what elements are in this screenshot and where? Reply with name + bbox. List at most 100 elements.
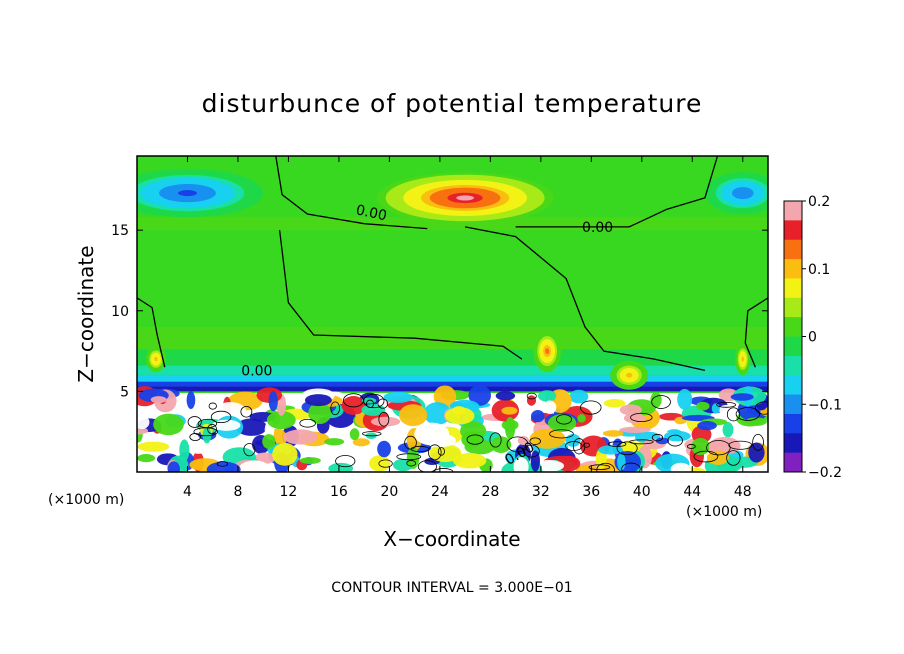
turbulent-contour	[466, 434, 484, 445]
x-tick-label: 24	[431, 484, 449, 500]
turbulent-cell	[491, 436, 512, 454]
turbulent-contour	[378, 411, 390, 427]
turbulent-cell	[349, 428, 360, 441]
turbulent-cell	[425, 433, 456, 448]
turbulent-cell	[517, 435, 529, 446]
colorbar-tick-label: −0.2	[808, 465, 842, 481]
turbulent-cell	[137, 427, 149, 435]
turbulent-contour	[596, 462, 615, 472]
colorbar-segment	[784, 452, 802, 473]
y-axis-label: Z−coordinate	[74, 245, 98, 382]
stratification-band	[137, 381, 768, 387]
turbulent-cell	[569, 389, 589, 404]
anomaly-contour	[154, 356, 158, 362]
turbulent-contour	[565, 441, 583, 451]
stratification-band	[137, 349, 768, 366]
anomaly-contour	[545, 348, 550, 355]
turbulent-cell	[406, 447, 420, 469]
turbulent-contour	[580, 400, 602, 415]
turbulent-cell	[617, 453, 626, 471]
turbulent-cell	[324, 438, 345, 446]
turbulent-cell	[718, 404, 736, 415]
turbulent-cell	[137, 441, 170, 452]
turbulent-contour	[726, 407, 741, 422]
turbulent-contour	[752, 433, 764, 451]
turbulent-contour	[526, 392, 537, 400]
turbulent-cell	[711, 403, 720, 414]
contour-label: 0.00	[354, 202, 388, 224]
turbulent-contour	[330, 401, 341, 416]
colorbar-segment	[784, 220, 802, 241]
turbulent-contour	[621, 462, 641, 472]
turbulent-contour	[210, 410, 232, 424]
turbulent-contour	[522, 444, 540, 458]
zero-contour-line	[515, 156, 719, 228]
anomaly-contour	[741, 356, 745, 362]
turbulent-contour	[726, 450, 741, 466]
turbulent-contour	[651, 433, 664, 442]
turbulent-cell	[619, 404, 642, 416]
turbulent-contour	[437, 447, 445, 456]
colorbar-segment	[784, 336, 802, 357]
turbulent-cell	[150, 396, 167, 404]
turbulent-contour	[240, 405, 253, 418]
turbulent-contour	[754, 401, 768, 415]
x-tick-label: 28	[481, 484, 499, 500]
turbulent-cell	[299, 457, 321, 464]
turbulent-cell	[453, 453, 487, 469]
chart-title: disturbunce of potential temperature	[202, 89, 703, 118]
x-unit-right: (×1000 m)	[686, 504, 762, 520]
turbulent-contour	[377, 398, 389, 409]
turbulent-contour	[629, 439, 654, 445]
turbulent-cell	[383, 391, 413, 403]
turbulent-cell	[206, 461, 241, 472]
colorbar-tick-label: −0.1	[808, 397, 842, 413]
turbulent-cell	[513, 457, 529, 472]
turbulent-contour	[651, 395, 671, 409]
colorbar-segment	[784, 317, 802, 337]
turbulent-cell	[137, 415, 150, 430]
colorbar-tick-label: 0	[808, 330, 817, 346]
turbulent-contour	[187, 416, 202, 428]
contour-interval-note: CONTOUR INTERVAL = 3.000E−01	[331, 580, 572, 596]
turbulent-cell	[730, 393, 754, 401]
turbulent-contour	[583, 442, 591, 448]
plot-area: 0.000.000.000.00	[137, 156, 768, 472]
turbulent-cell	[543, 400, 557, 414]
x-tick-label: 48	[734, 484, 752, 500]
turbulent-cell	[501, 406, 518, 415]
turbulent-contour	[735, 407, 761, 421]
turbulent-cell	[619, 426, 651, 433]
zero-contour-line	[275, 156, 428, 230]
x-axis-label: X−coordinate	[383, 527, 520, 551]
turbulent-contour	[193, 427, 218, 437]
turbulent-cell	[283, 429, 319, 445]
x-tick-label: 20	[380, 484, 398, 500]
colorbar-segment	[784, 201, 802, 221]
x-tick-label: 44	[683, 484, 701, 500]
turbulent-cell	[423, 402, 452, 425]
turbulent-cell	[505, 416, 516, 440]
turbulent-contour	[716, 401, 737, 408]
turbulent-cell	[266, 410, 296, 430]
turbulent-cell	[748, 442, 765, 463]
turbulent-cell	[603, 398, 626, 408]
turbulent-contour	[667, 434, 683, 447]
turbulent-cell	[369, 455, 391, 472]
turbulent-cell	[399, 404, 428, 427]
colorbar-tick-label: 0.2	[808, 194, 830, 210]
colorbar-segment	[784, 355, 802, 376]
turbulent-cell	[623, 413, 646, 424]
turbulent-cell	[468, 384, 491, 406]
turbulent-cell	[445, 407, 475, 425]
y-tick-label: 5	[120, 384, 129, 400]
turbulent-cell	[167, 461, 180, 472]
turbulent-cell	[186, 391, 196, 409]
turbulent-contour	[404, 435, 417, 450]
turbulent-contour	[686, 444, 696, 449]
turbulent-cell	[328, 462, 354, 472]
anomaly-contour	[456, 195, 474, 201]
turbulent-contour	[207, 423, 217, 435]
turbulent-cell	[677, 388, 693, 410]
